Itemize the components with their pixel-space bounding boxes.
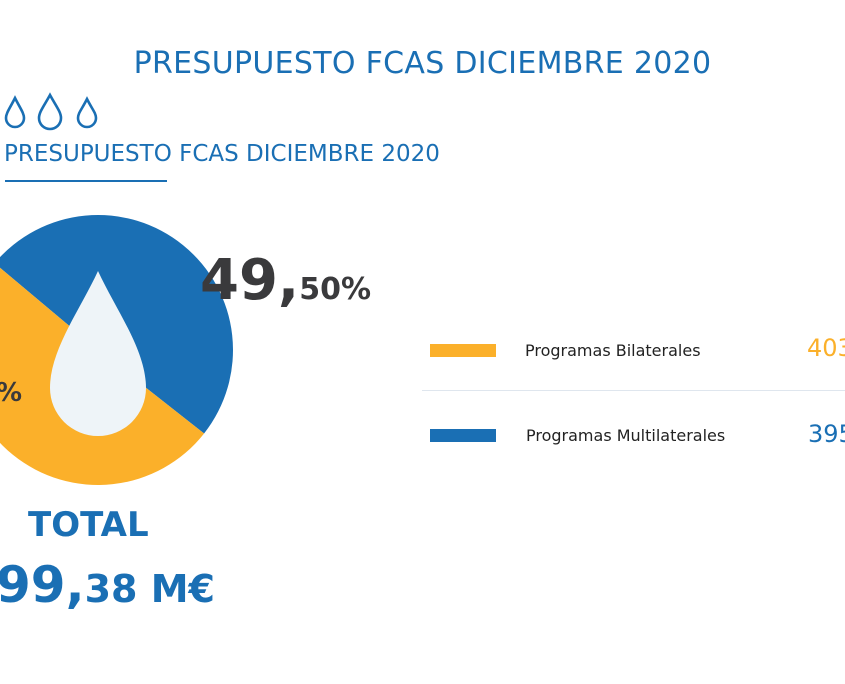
section-title: PRESUPUESTO FCAS DICIEMBRE 2020 (4, 141, 440, 167)
legend-label-bilateral: Programas Bilaterales (525, 341, 701, 360)
drop-icon (4, 95, 26, 129)
total-value: 99,38 M€ (0, 556, 215, 614)
legend-swatch-bilateral (430, 344, 496, 357)
legend-value-bilateral: 403 (807, 334, 845, 362)
bilateral-percent-label: % (0, 378, 22, 408)
legend-label-multilateral: Programas Multilaterales (526, 426, 726, 445)
total-label: TOTAL (28, 505, 149, 545)
page-title: PRESUPUESTO FCAS DICIEMBRE 2020 (133, 46, 712, 81)
multilateral-percent-label: 49,50% (200, 248, 371, 313)
water-drop-icon (50, 271, 146, 436)
total-dec: 38 M€ (84, 567, 215, 611)
legend-swatch-multilateral (430, 429, 496, 442)
legend-value-multilateral: 395 (808, 420, 845, 448)
total-int: 99, (0, 556, 85, 614)
drop-icon (76, 96, 98, 129)
water-drops-icon (4, 92, 98, 131)
legend-divider (422, 390, 845, 391)
percent-dec: 50% (299, 272, 372, 307)
title-underline (5, 180, 167, 182)
percent-int: 49, (200, 248, 300, 313)
drop-icon (37, 92, 63, 131)
pie-chart (0, 215, 233, 485)
